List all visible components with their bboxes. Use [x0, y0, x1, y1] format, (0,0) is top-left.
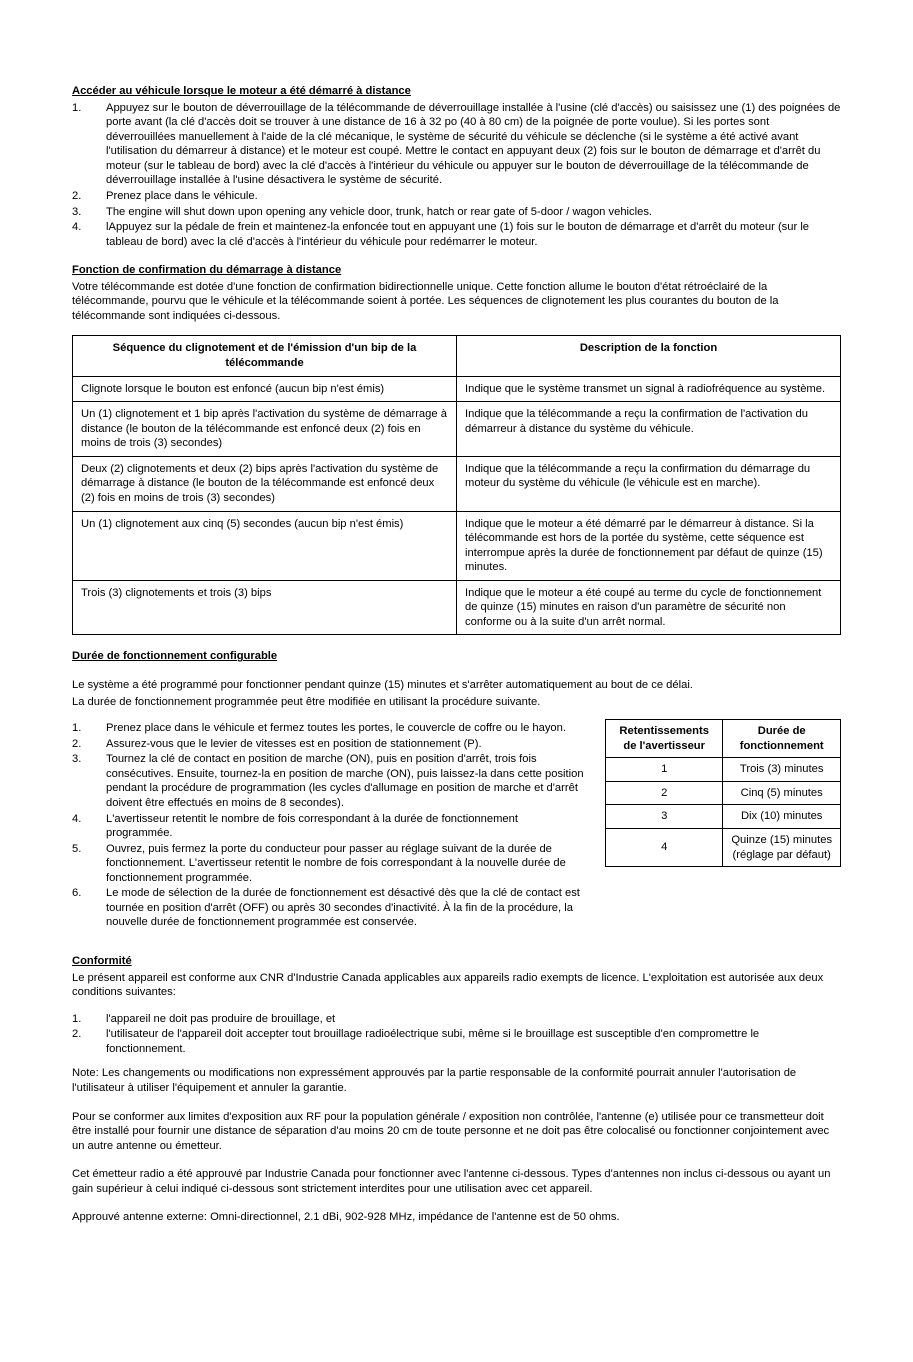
- item-number: 6.: [72, 886, 106, 930]
- list-item: 3.The engine will shut down upon opening…: [72, 205, 841, 220]
- list-item: 3.Tournez la clé de contact en position …: [72, 752, 587, 810]
- table-row: Deux (2) clignotements et deux (2) bips …: [73, 456, 841, 511]
- section3-two-col: 1.Prenez place dans le véhicule et ferme…: [72, 719, 841, 940]
- section4-p5: Approuvé antenne externe: Omni-direction…: [72, 1210, 841, 1225]
- table-row: Un (1) clignotement et 1 bip après l'act…: [73, 402, 841, 457]
- horn-th-0: Retentissements de l'avertisseur: [606, 720, 723, 758]
- item-number: 1.: [72, 1012, 106, 1027]
- cell: Indique que le moteur a été coupé au ter…: [457, 580, 841, 635]
- section3-left: 1.Prenez place dans le véhicule et ferme…: [72, 719, 587, 940]
- item-text: L'avertisseur retentit le nombre de fois…: [106, 812, 587, 841]
- table-row: Trois (3) clignotements et trois (3) bip…: [73, 580, 841, 635]
- cell: Quinze (15) minutes (réglage par défaut): [723, 828, 841, 866]
- item-number: 1.: [72, 101, 106, 188]
- section4-p1: Le présent appareil est conforme aux CNR…: [72, 971, 841, 1000]
- item-text: Appuyez sur le bouton de déverrouillage …: [106, 101, 841, 188]
- item-text: The engine will shut down upon opening a…: [106, 205, 841, 220]
- item-text: Tournez la clé de contact en position de…: [106, 752, 587, 810]
- blink-th-1: Description de la fonction: [457, 336, 841, 376]
- section1-heading: Accéder au véhicule lorsque le moteur a …: [72, 84, 841, 99]
- document-page: Accéder au véhicule lorsque le moteur a …: [0, 0, 913, 1267]
- item-number: 3.: [72, 752, 106, 810]
- cell: Deux (2) clignotements et deux (2) bips …: [73, 456, 457, 511]
- horn-table: Retentissements de l'avertisseur Durée d…: [605, 719, 841, 867]
- item-number: 4.: [72, 220, 106, 249]
- item-number: 2.: [72, 189, 106, 204]
- section4-p3: Pour se conformer aux limites d'expositi…: [72, 1110, 841, 1154]
- table-row: 4Quinze (15) minutes (réglage par défaut…: [606, 828, 841, 866]
- section2-intro: Votre télécommande est dotée d'une fonct…: [72, 280, 841, 324]
- list-item: 4.L'avertisseur retentit le nombre de fo…: [72, 812, 587, 841]
- blink-table: Séquence du clignotement et de l'émissio…: [72, 335, 841, 635]
- section3-intro2: La durée de fonctionnement programmée pe…: [72, 695, 841, 710]
- section3-intro1: Le système a été programmé pour fonction…: [72, 678, 841, 693]
- item-text: lAppuyez sur la pédale de frein et maint…: [106, 220, 841, 249]
- section3-right: Retentissements de l'avertisseur Durée d…: [605, 719, 841, 940]
- table-row: 2Cinq (5) minutes: [606, 781, 841, 805]
- cell: Dix (10) minutes: [723, 805, 841, 829]
- list-item: 2.Prenez place dans le véhicule.: [72, 189, 841, 204]
- list-item: 1.l'appareil ne doit pas produire de bro…: [72, 1012, 841, 1027]
- section2-heading: Fonction de confirmation du démarrage à …: [72, 263, 841, 278]
- table-row: Clignote lorsque le bouton est enfoncé (…: [73, 376, 841, 402]
- item-number: 3.: [72, 205, 106, 220]
- item-text: l'utilisateur de l'appareil doit accepte…: [106, 1027, 841, 1056]
- cell: Indique que la télécommande a reçu la co…: [457, 456, 841, 511]
- cell: Cinq (5) minutes: [723, 781, 841, 805]
- list-item: 2.l'utilisateur de l'appareil doit accep…: [72, 1027, 841, 1056]
- list-item: 1.Appuyez sur le bouton de déverrouillag…: [72, 101, 841, 188]
- item-number: 5.: [72, 842, 106, 886]
- item-number: 1.: [72, 721, 106, 736]
- item-text: l'appareil ne doit pas produire de broui…: [106, 1012, 841, 1027]
- cell: Indique que le moteur a été démarré par …: [457, 511, 841, 580]
- section1-list: 1.Appuyez sur le bouton de déverrouillag…: [72, 101, 841, 250]
- list-item: 6.Le mode de sélection de la durée de fo…: [72, 886, 587, 930]
- cell: Indique que la télécommande a reçu la co…: [457, 402, 841, 457]
- cell: Un (1) clignotement et 1 bip après l'act…: [73, 402, 457, 457]
- cell: 2: [606, 781, 723, 805]
- section4-heading: Conformité: [72, 954, 841, 969]
- section3-heading: Durée de fonctionnement configurable: [72, 649, 841, 664]
- horn-th-1: Durée de fonctionnement: [723, 720, 841, 758]
- item-text: Prenez place dans le véhicule.: [106, 189, 841, 204]
- list-item: 5.Ouvrez, puis fermez la porte du conduc…: [72, 842, 587, 886]
- item-number: 4.: [72, 812, 106, 841]
- cell: Clignote lorsque le bouton est enfoncé (…: [73, 376, 457, 402]
- cell: Trois (3) minutes: [723, 758, 841, 782]
- table-row: 3Dix (10) minutes: [606, 805, 841, 829]
- item-text: Ouvrez, puis fermez la porte du conducte…: [106, 842, 587, 886]
- list-item: 2.Assurez-vous que le levier de vitesses…: [72, 737, 587, 752]
- cell: 4: [606, 828, 723, 866]
- table-row: Un (1) clignotement aux cinq (5) seconde…: [73, 511, 841, 580]
- section4-p2: Note: Les changements ou modifications n…: [72, 1066, 841, 1095]
- cell: 3: [606, 805, 723, 829]
- list-item: 1.Prenez place dans le véhicule et ferme…: [72, 721, 587, 736]
- cell: 1: [606, 758, 723, 782]
- item-number: 2.: [72, 737, 106, 752]
- item-text: Prenez place dans le véhicule et fermez …: [106, 721, 587, 736]
- cell: Indique que le système transmet un signa…: [457, 376, 841, 402]
- item-number: 2.: [72, 1027, 106, 1056]
- list-item: 4.lAppuyez sur la pédale de frein et mai…: [72, 220, 841, 249]
- cell: Un (1) clignotement aux cinq (5) seconde…: [73, 511, 457, 580]
- blink-th-0: Séquence du clignotement et de l'émissio…: [73, 336, 457, 376]
- section4-p4: Cet émetteur radio a été approuvé par In…: [72, 1167, 841, 1196]
- item-text: Le mode de sélection de la durée de fonc…: [106, 886, 587, 930]
- cell: Trois (3) clignotements et trois (3) bip…: [73, 580, 457, 635]
- table-row: 1Trois (3) minutes: [606, 758, 841, 782]
- item-text: Assurez-vous que le levier de vitesses e…: [106, 737, 587, 752]
- section4-list: 1.l'appareil ne doit pas produire de bro…: [72, 1012, 841, 1057]
- section3-list: 1.Prenez place dans le véhicule et ferme…: [72, 721, 587, 930]
